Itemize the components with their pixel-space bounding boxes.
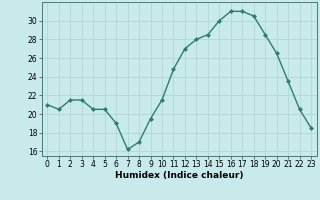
X-axis label: Humidex (Indice chaleur): Humidex (Indice chaleur): [115, 171, 244, 180]
